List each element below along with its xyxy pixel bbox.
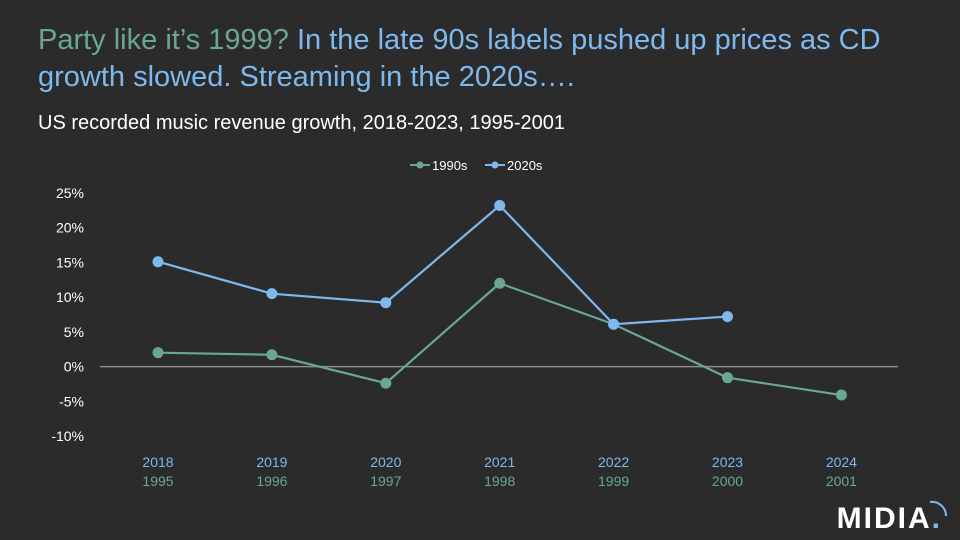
data-point-2020s <box>152 256 164 268</box>
data-point-1990s <box>266 349 278 361</box>
x-tick-label-2020s: 2018 <box>142 454 173 470</box>
legend-marker-1990s <box>416 161 424 169</box>
y-tick-label: 15% <box>56 254 84 270</box>
legend-marker-2020s <box>491 161 499 169</box>
data-point-1990s <box>494 277 506 289</box>
data-point-1990s <box>835 389 847 401</box>
x-tick-label-1990s: 1999 <box>598 473 629 489</box>
x-tick-label-1990s: 1995 <box>142 473 173 489</box>
x-tick-label-1990s: 1998 <box>484 473 515 489</box>
data-point-1990s <box>152 347 164 359</box>
y-tick-label: 25% <box>56 185 84 201</box>
y-tick-label: 5% <box>64 324 84 340</box>
headline: Party like it’s 1999? In the late 90s la… <box>38 22 938 96</box>
logo-text: MIDIA <box>836 502 932 535</box>
data-point-1990s <box>722 372 733 384</box>
data-point-2020s <box>380 297 392 309</box>
x-tick-label-1990s: 1997 <box>370 473 401 489</box>
midia-logo: MIDIA. <box>837 502 942 536</box>
x-tick-label-2020s: 2024 <box>826 454 857 470</box>
y-tick-label: -10% <box>51 428 84 444</box>
series-line-1990s <box>157 282 842 397</box>
x-tick-label-2020s: 2021 <box>484 454 515 470</box>
headline-lead: Party like it’s 1999? <box>38 24 289 56</box>
y-tick-label: -5% <box>59 393 84 409</box>
data-point-2020s <box>722 311 733 323</box>
series-line-2020s <box>157 203 728 326</box>
data-point-2020s <box>608 318 620 330</box>
chart-title: US recorded music revenue growth, 2018-2… <box>38 112 565 134</box>
legend-label-2020s: 2020s <box>507 158 543 173</box>
data-point-2020s <box>494 199 506 211</box>
data-point-2020s <box>266 288 278 300</box>
x-tick-label-1990s: 2001 <box>826 473 857 489</box>
logo-accent-arc <box>929 500 948 517</box>
data-point-1990s <box>380 377 392 389</box>
x-tick-label-1990s: 2000 <box>712 473 743 489</box>
logo-dot: . <box>931 502 942 535</box>
y-tick-label: 10% <box>56 289 84 305</box>
x-tick-label-2020s: 2019 <box>256 454 287 470</box>
headline-rest: In the late 90s labels pushed up prices … <box>38 24 881 93</box>
x-tick-label-1990s: 1996 <box>256 473 287 489</box>
x-tick-label-2020s: 2022 <box>598 454 629 470</box>
y-tick-label: 20% <box>56 220 84 236</box>
x-tick-label-2020s: 2023 <box>712 454 743 470</box>
y-tick-label: 0% <box>64 359 84 375</box>
x-tick-label-2020s: 2020 <box>370 454 401 470</box>
legend-label-1990s: 1990s <box>432 158 468 173</box>
